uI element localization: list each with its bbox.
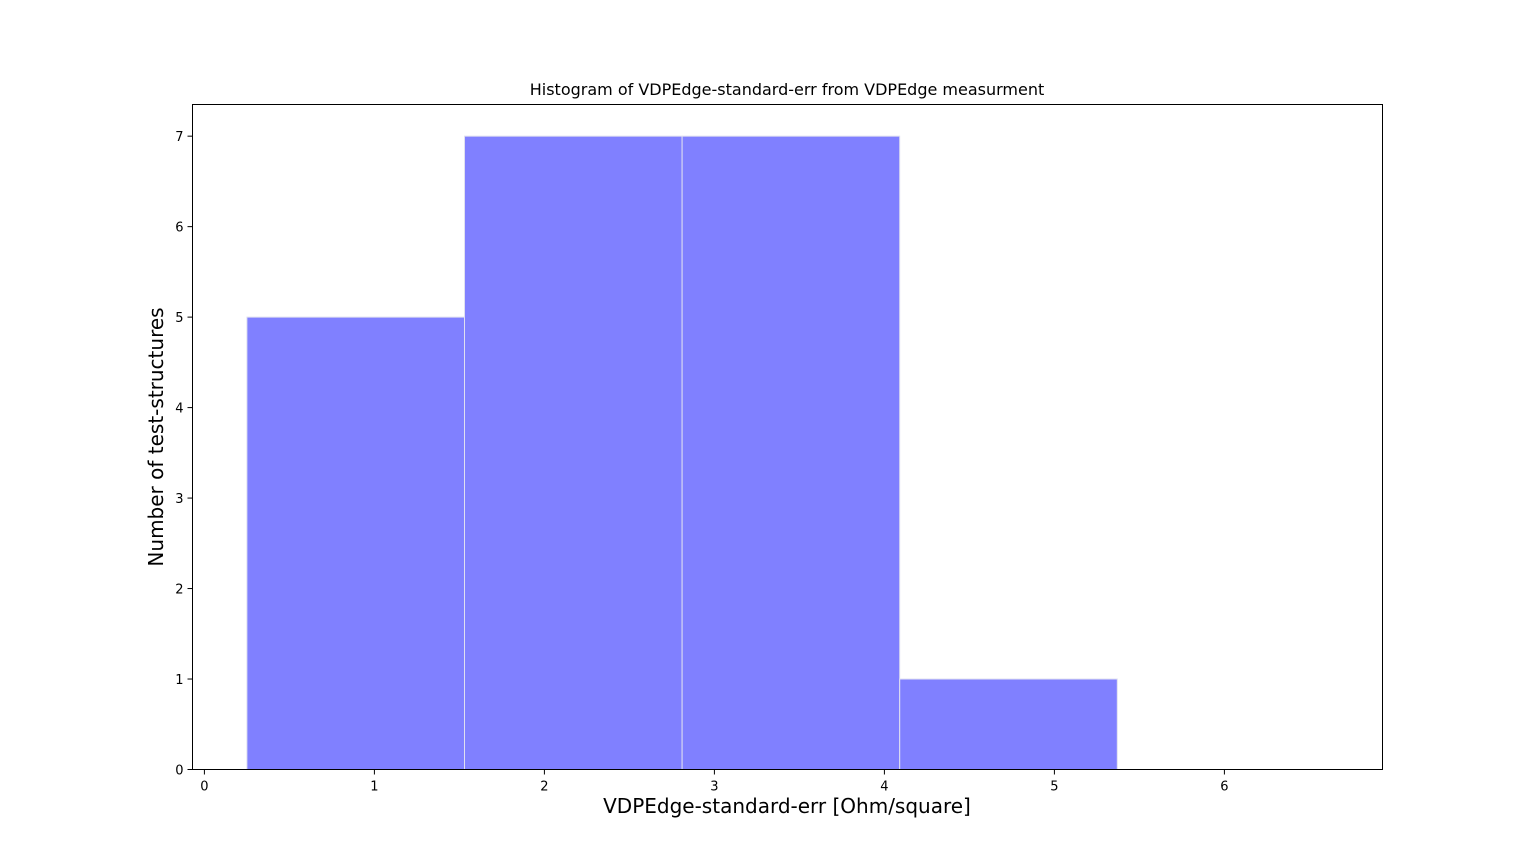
x-tick-label: 0 — [200, 780, 208, 795]
x-tick-label: 6 — [1220, 780, 1228, 795]
y-axis-label: Number of test-structures — [144, 307, 168, 566]
plot-frame — [192, 104, 1383, 770]
y-tick-label: 6 — [175, 221, 183, 236]
x-tick-label: 4 — [880, 780, 888, 795]
y-tick-label: 5 — [175, 311, 183, 326]
histogram-bar-4 — [899, 678, 1118, 770]
x-tick-label: 5 — [1050, 780, 1058, 795]
x-tick-label: 1 — [370, 780, 378, 795]
y-tick-label: 1 — [175, 673, 183, 688]
y-tick-label: 2 — [175, 583, 183, 598]
histogram-bar-3 — [681, 135, 901, 770]
y-tick-label: 4 — [175, 402, 183, 417]
histogram-bar-1 — [246, 316, 465, 770]
x-axis-ticks: 0 1 2 3 4 5 6 — [200, 769, 1229, 795]
y-axis-ticks: 0 1 2 3 4 5 6 7 — [175, 130, 193, 779]
x-axis-label: VDPEdge-standard-err [Ohm/square] — [603, 794, 971, 818]
y-tick-label: 0 — [175, 764, 183, 779]
bars-group — [246, 135, 1118, 770]
chart-title: Histogram of VDPEdge-standard-err from V… — [530, 80, 1045, 99]
y-tick-label: 3 — [175, 492, 183, 507]
y-tick-label: 7 — [175, 130, 183, 145]
x-tick-label: 2 — [540, 780, 548, 795]
histogram-bar-2 — [464, 135, 683, 770]
x-tick-label: 3 — [710, 780, 718, 795]
